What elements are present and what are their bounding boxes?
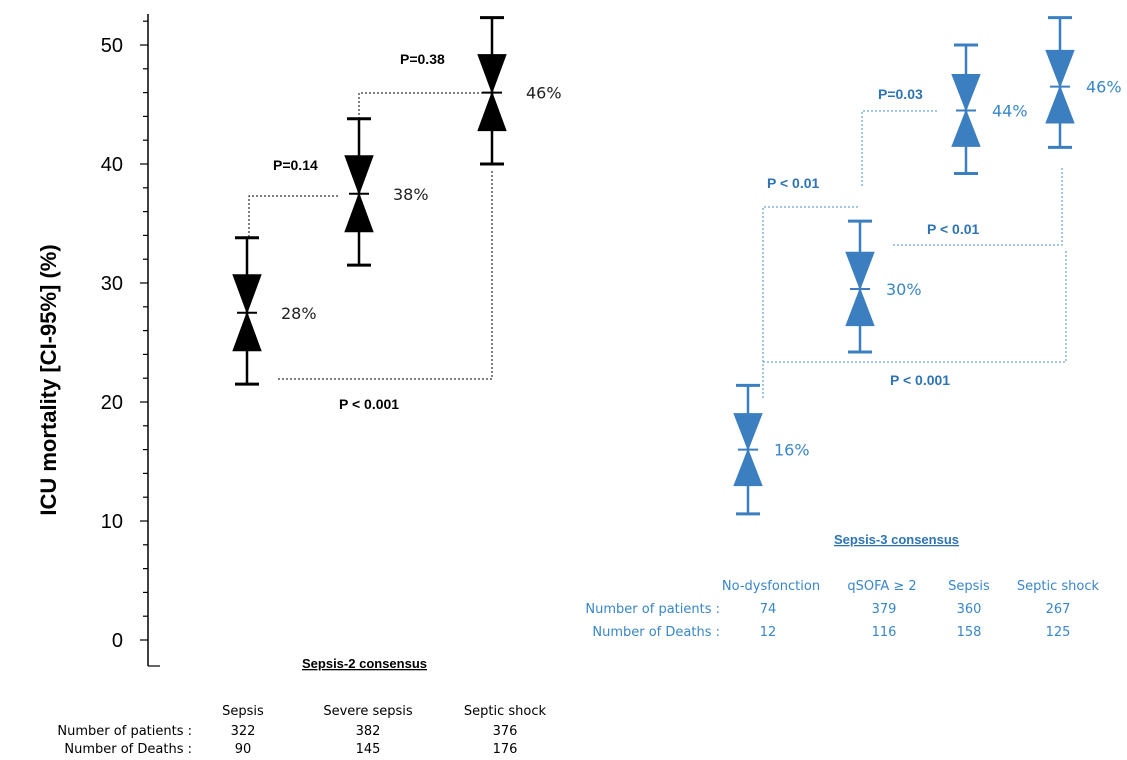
y-axis-label: ICU mortality [CI-95%] (%)	[36, 244, 61, 515]
y-tick-label: 40	[101, 154, 123, 176]
error-bar-lower-triangle	[1045, 85, 1075, 124]
bracket-qsofa-sepsis3	[861, 110, 938, 186]
bracket-qsofa-shock	[893, 168, 1063, 246]
sepsis3-patients-sepsis: 360	[957, 602, 982, 617]
sepsis2-value-label: 28%	[281, 304, 317, 323]
sepsis3-error-bar	[1045, 16, 1075, 149]
sepsis2-deaths-shock: 176	[493, 742, 518, 757]
sepsis3-deaths-shock: 125	[1046, 625, 1071, 640]
y-tick-label: 50	[101, 35, 123, 57]
sepsis2-value-label: 38%	[393, 185, 429, 204]
sepsis2-patients-sepsis: 322	[231, 724, 256, 739]
bracket-nodys-sepsis3	[762, 206, 860, 398]
y-tick-label: 10	[101, 511, 123, 533]
sepsis2-error-bar	[477, 16, 507, 166]
sepsis2-deaths-severe: 145	[356, 742, 381, 757]
sepsis2-category-shock: Septic shock	[464, 704, 547, 719]
error-bar-upper-triangle	[232, 274, 262, 315]
sepsis3-category-shock: Septic shock	[1017, 579, 1100, 594]
error-bar-upper-triangle	[951, 73, 981, 112]
sepsis3-error-bar	[733, 383, 763, 516]
sepsis3-category-qsofa: qSOFA ≥ 2	[847, 579, 916, 594]
value-labels: 28% 38% 46% 16% 30% 44% 46%	[281, 78, 1122, 460]
error-bar-lower-triangle	[232, 311, 262, 352]
sepsis2-error-bar	[232, 236, 262, 386]
error-bar-marks	[232, 16, 1075, 516]
error-bar-upper-triangle	[845, 251, 875, 291]
sepsis3-error-bar	[951, 43, 981, 176]
sepsis2-error-bar	[344, 117, 374, 267]
y-tick-label: 0	[112, 630, 123, 652]
pvalue-nodys-vs-sepsis: P < 0.01	[767, 175, 820, 191]
pvalue-nodys-vs-shock: P < 0.001	[890, 372, 950, 388]
sepsis2-patients-severe: 382	[356, 724, 381, 739]
sepsis2-deaths-label: Number of Deaths :	[64, 742, 192, 757]
pvalue-qsofa-vs-sepsis: P=0.03	[878, 86, 923, 102]
sepsis3-value-label: 16%	[774, 441, 810, 460]
comparison-brackets	[248, 92, 1067, 398]
sepsis2-patients-label: Number of patients :	[57, 724, 192, 739]
error-bar-upper-triangle	[344, 155, 374, 196]
sepsis3-table: No-dysfonction qSOFA ≥ 2 Sepsis Septic s…	[585, 579, 1099, 640]
pvalue-sepsis-vs-shock: P < 0.001	[339, 396, 399, 412]
sepsis3-deaths-nodys: 12	[760, 625, 777, 640]
bracket-sepsis-shock	[278, 170, 493, 380]
sepsis2-category-severe: Severe sepsis	[323, 704, 413, 719]
sepsis3-deaths-qsofa: 116	[872, 625, 897, 640]
error-bar-lower-triangle	[344, 192, 374, 233]
y-tick-label: 20	[101, 392, 123, 414]
sepsis3-error-bar	[845, 219, 875, 354]
sepsis3-value-label: 30%	[886, 280, 922, 299]
error-bar-lower-triangle	[951, 109, 981, 147]
y-axis: 0 10 20 30 40 50	[101, 14, 160, 667]
sepsis3-value-label: 46%	[1086, 78, 1122, 97]
error-bar-lower-triangle	[477, 91, 507, 132]
sepsis2-table: Sepsis Severe sepsis Septic shock Number…	[57, 704, 546, 757]
sepsis3-category-nodys: No-dysfonction	[722, 579, 820, 594]
sepsis3-patients-nodys: 74	[760, 602, 777, 617]
sepsis3-patients-qsofa: 379	[872, 602, 897, 617]
sepsis3-deaths-label: Number of Deaths :	[592, 625, 720, 640]
sepsis2-value-label: 46%	[526, 84, 562, 103]
error-bar-upper-triangle	[733, 413, 763, 451]
sepsis2-patients-shock: 376	[493, 724, 518, 739]
sepsis3-deaths-sepsis: 158	[957, 625, 982, 640]
sepsis3-value-label: 44%	[992, 101, 1028, 120]
bracket-severe-shock	[358, 92, 492, 135]
sepsis3-category-sepsis: Sepsis	[948, 579, 990, 594]
y-tick-label: 30	[101, 273, 123, 295]
error-bar-lower-triangle	[733, 448, 763, 487]
sepsis3-consensus-title: Sepsis-3 consensus	[834, 532, 959, 547]
pvalue-sepsis-vs-severe: P=0.14	[273, 157, 318, 173]
pvalue-severe-vs-shock: P=0.38	[400, 51, 445, 67]
sepsis2-category-sepsis: Sepsis	[222, 704, 264, 719]
pvalue-qsofa-vs-shock: P < 0.01	[927, 221, 980, 237]
bracket-nodys-shock	[763, 250, 1067, 363]
bracket-sepsis-severe	[248, 195, 340, 237]
sepsis2-consensus-title: Sepsis-2 consensus	[302, 656, 427, 671]
sepsis3-patients-shock: 267	[1046, 602, 1071, 617]
sepsis2-deaths-sepsis: 90	[235, 742, 252, 757]
sepsis3-patients-label: Number of patients :	[585, 602, 720, 617]
error-bar-upper-triangle	[477, 54, 507, 95]
error-bar-upper-triangle	[1045, 49, 1075, 89]
error-bar-lower-triangle	[845, 287, 875, 327]
